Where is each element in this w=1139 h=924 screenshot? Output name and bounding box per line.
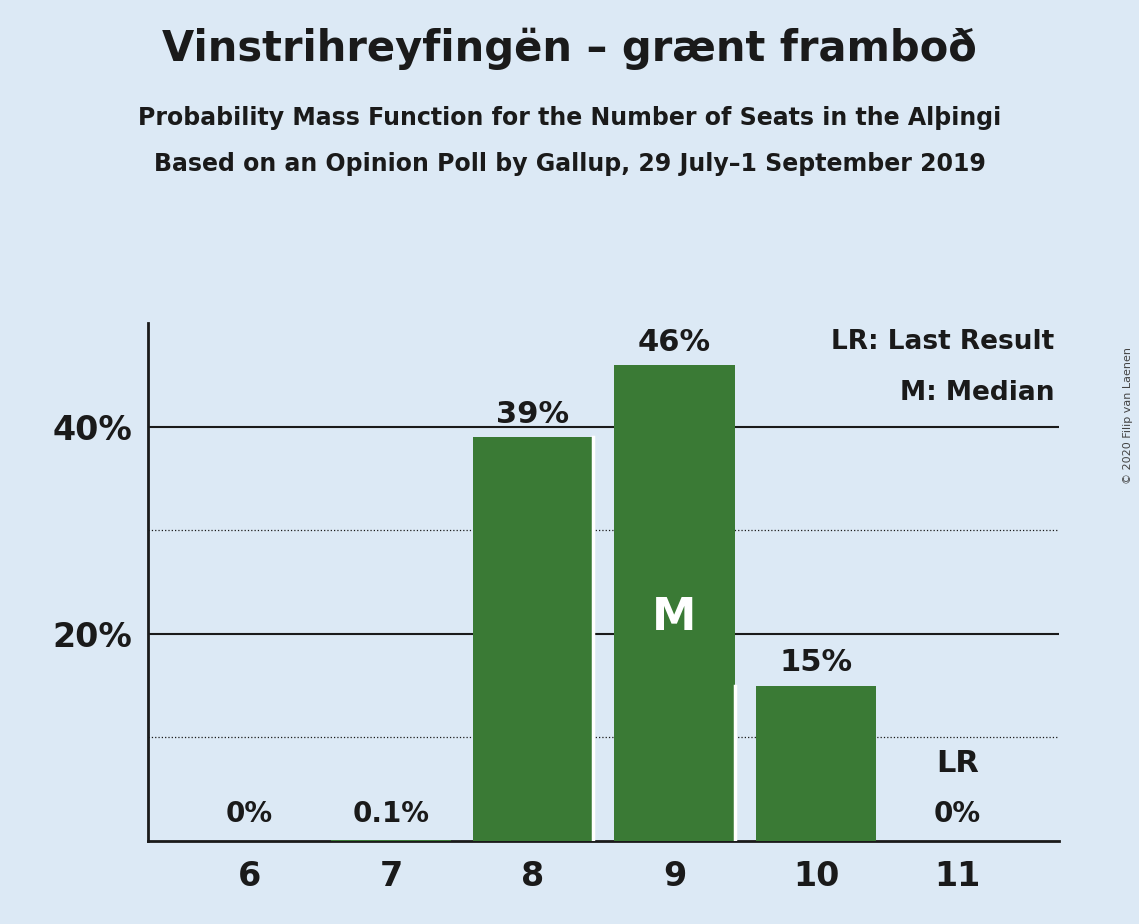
Text: LR: Last Result: LR: Last Result <box>831 329 1055 355</box>
Text: 0.1%: 0.1% <box>353 800 429 829</box>
Bar <box>614 365 735 841</box>
Text: © 2020 Filip van Laenen: © 2020 Filip van Laenen <box>1123 347 1133 484</box>
Text: 0%: 0% <box>227 800 273 829</box>
Text: M: M <box>653 596 697 638</box>
Bar <box>756 686 876 841</box>
Text: Vinstrihreyfingën – grænt framboð: Vinstrihreyfingën – grænt framboð <box>162 28 977 70</box>
Text: 0%: 0% <box>934 800 981 829</box>
Text: M: Median: M: Median <box>900 381 1055 407</box>
Text: LR: LR <box>936 748 980 778</box>
Text: 46%: 46% <box>638 327 711 357</box>
Text: Probability Mass Function for the Number of Seats in the Alþingi: Probability Mass Function for the Number… <box>138 106 1001 130</box>
Bar <box>473 437 593 841</box>
Text: 15%: 15% <box>779 649 853 677</box>
Text: 39%: 39% <box>497 400 570 429</box>
Text: Based on an Opinion Poll by Gallup, 29 July–1 September 2019: Based on an Opinion Poll by Gallup, 29 J… <box>154 152 985 176</box>
Bar <box>331 840 451 841</box>
